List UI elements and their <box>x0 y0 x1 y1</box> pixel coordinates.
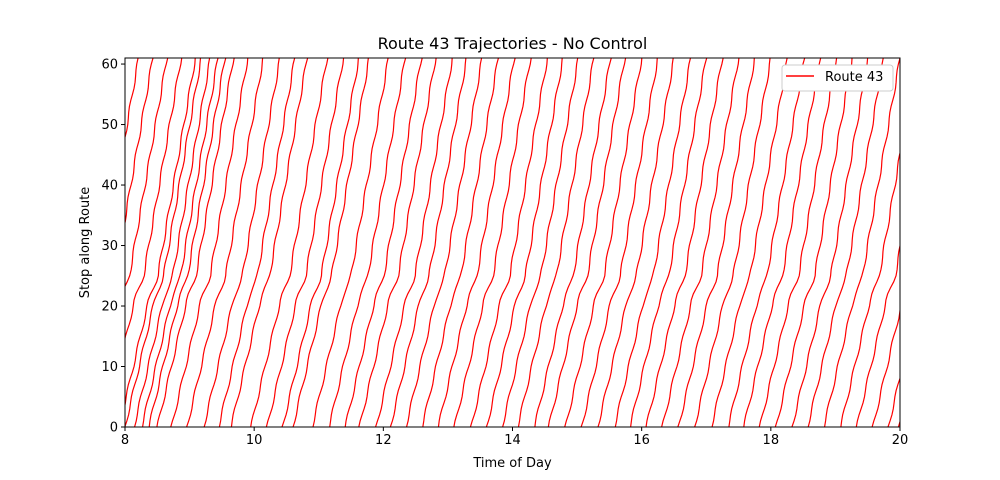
trajectory-line <box>564 58 643 427</box>
x-tick-label: 14 <box>504 433 521 448</box>
trajectory-line <box>148 58 227 427</box>
x-tick-label: 10 <box>246 433 263 448</box>
trajectory-line <box>405 58 483 427</box>
trajectory-line <box>694 58 771 427</box>
legend: Route 43 <box>781 64 894 92</box>
chart-title: Route 43 Trajectories - No Control <box>378 34 648 53</box>
trajectory-line <box>485 58 563 427</box>
trajectory-line <box>186 58 264 427</box>
trajectory-line <box>265 58 345 427</box>
y-tick-label: 10 <box>101 360 118 375</box>
x-tick-label: 20 <box>892 433 909 448</box>
trajectory-lines <box>125 58 900 427</box>
y-tick-label: 60 <box>101 58 118 73</box>
trajectory-line <box>534 58 612 427</box>
x-axis-label: Time of Day <box>472 456 552 471</box>
trajectory-line <box>218 58 296 427</box>
trajectory-line <box>281 58 359 427</box>
x-tick-label: 8 <box>121 433 129 448</box>
trajectory-line <box>170 58 249 427</box>
trajectory-line <box>840 150 900 427</box>
trajectory-line <box>133 58 211 427</box>
x-axis-ticks: 8 10 12 14 16 18 20 <box>121 427 908 448</box>
trajectory-line <box>125 58 154 225</box>
trajectory-line <box>807 58 884 427</box>
trajectory-line <box>125 58 139 140</box>
y-axis-ticks: 0 10 20 30 40 50 60 <box>101 58 125 436</box>
trajectory-line <box>871 305 900 427</box>
trajectory-line <box>630 58 708 427</box>
trajectory-line <box>125 58 169 288</box>
trajectory-line <box>728 58 806 427</box>
legend-label: Route 43 <box>825 70 883 85</box>
y-tick-label: 20 <box>101 300 118 315</box>
trajectory-line <box>312 58 389 427</box>
trajectory-line <box>711 58 788 427</box>
trajectory-line <box>614 58 692 427</box>
trajectory-line <box>774 58 853 427</box>
trajectory-line <box>389 58 467 427</box>
trajectory-line <box>358 58 437 427</box>
trajectory-line <box>230 58 309 427</box>
trajectory-line <box>758 58 838 427</box>
y-tick-label: 40 <box>101 179 118 194</box>
y-tick-label: 50 <box>101 118 118 133</box>
trajectory-line <box>823 58 900 427</box>
trajectory-line <box>125 58 183 342</box>
plot-background <box>125 58 900 427</box>
legend-box <box>781 64 894 92</box>
trajectory-line <box>580 58 658 427</box>
trajectory-line <box>125 58 202 427</box>
trajectory-line <box>502 58 579 427</box>
trajectory-line <box>743 58 822 427</box>
trajectory-line <box>125 58 196 408</box>
trajectory-line <box>677 58 755 427</box>
trajectory-line <box>329 58 407 427</box>
trajectory-line <box>517 58 595 427</box>
trajectory-line <box>645 58 724 427</box>
trajectory-line <box>791 58 869 427</box>
trajectory-line <box>453 58 532 427</box>
trajectory-line <box>437 58 516 427</box>
trajectory-line <box>661 58 740 427</box>
trajectory-line <box>547 58 627 427</box>
trajectory-line <box>156 58 235 427</box>
trajectory-line <box>597 58 674 427</box>
y-axis-label: Stop along Route <box>78 187 93 299</box>
y-tick-label: 30 <box>101 239 118 254</box>
trajectory-line <box>374 58 453 427</box>
trajectory-line <box>897 419 900 427</box>
trajectory-line <box>292 58 369 427</box>
trajectory-line <box>141 58 219 427</box>
x-tick-label: 16 <box>633 433 650 448</box>
trajectory-line <box>469 58 548 427</box>
trajectory-line <box>203 58 280 427</box>
x-tick-label: 18 <box>763 433 780 448</box>
y-tick-label: 0 <box>110 421 118 436</box>
trajectory-line <box>344 58 423 427</box>
trajectory-line <box>422 58 500 427</box>
trajectory-line <box>855 243 900 427</box>
trajectory-line <box>250 58 329 427</box>
x-tick-label: 12 <box>375 433 392 448</box>
